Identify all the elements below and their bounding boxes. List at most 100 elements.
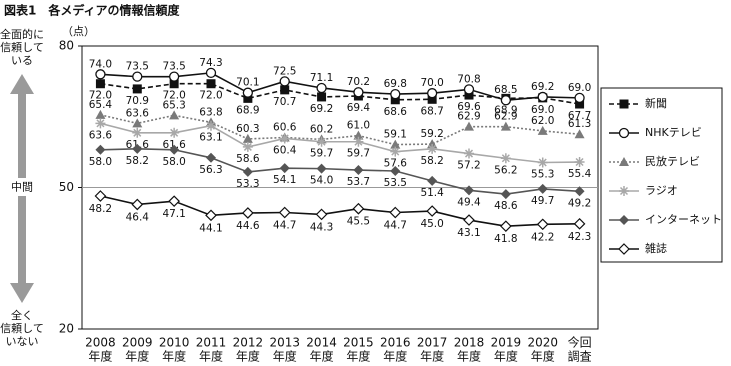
series-line — [100, 122, 580, 164]
data-label: 58.2 — [420, 155, 443, 167]
marker — [464, 90, 474, 100]
data-label: 44.7 — [384, 219, 407, 231]
x-tick-label: 年度 — [531, 349, 555, 364]
marker — [279, 133, 290, 144]
data-label: 72.0 — [162, 90, 185, 102]
data-label: 74.0 — [89, 58, 112, 70]
legend-box — [600, 87, 723, 263]
series-line — [100, 82, 580, 105]
marker — [243, 93, 253, 103]
data-label: 54.1 — [273, 174, 296, 186]
data-label: 67.7 — [568, 110, 591, 122]
series — [95, 67, 585, 106]
y-unit: （点） — [62, 25, 95, 38]
data-label: 68.5 — [494, 84, 517, 96]
x-tick-label: 年度 — [273, 349, 297, 364]
y-tick-label: 20 — [59, 322, 74, 336]
series — [95, 118, 585, 168]
data-label: 69.8 — [384, 78, 407, 90]
data-label: 48.2 — [89, 203, 112, 215]
x-tick-label: 2012 — [233, 336, 264, 350]
annotation: 信頼して — [0, 41, 44, 54]
data-label: 61.3 — [568, 118, 591, 130]
data-label: 56.3 — [199, 164, 222, 176]
marker — [426, 88, 438, 99]
marker — [316, 82, 327, 94]
marker — [169, 144, 180, 155]
data-label: 59.2 — [420, 128, 443, 140]
annotation: いる — [11, 54, 33, 67]
marker — [574, 157, 585, 168]
marker — [464, 148, 474, 159]
data-label: 44.6 — [236, 220, 260, 232]
marker — [537, 183, 548, 194]
marker — [390, 146, 401, 157]
marker — [427, 94, 437, 104]
data-label: 59.1 — [384, 129, 407, 141]
marker — [353, 165, 364, 176]
data-label: 53.5 — [384, 177, 407, 189]
data-label: 70.8 — [457, 73, 480, 85]
data-label: 60.2 — [310, 123, 333, 135]
annotation: 全面的に — [0, 27, 44, 41]
data-label: 71.1 — [310, 72, 333, 84]
marker — [279, 163, 290, 174]
x-tick-label: 2009 — [122, 336, 153, 350]
data-label: 44.1 — [199, 222, 222, 234]
marker — [242, 207, 254, 219]
marker — [242, 87, 254, 98]
data-label: 60.4 — [273, 144, 297, 156]
data-label: 60.6 — [273, 122, 297, 134]
marker — [500, 153, 511, 164]
x-tick-label: 2016 — [380, 336, 411, 350]
data-label: 56.2 — [494, 164, 517, 176]
marker — [315, 208, 328, 221]
marker — [169, 127, 180, 138]
x-tick-label: 年度 — [125, 349, 149, 364]
data-label: 44.7 — [273, 219, 296, 231]
x-tick-label: 年度 — [494, 349, 518, 364]
marker — [426, 205, 438, 217]
marker — [242, 166, 253, 177]
marker — [95, 79, 105, 89]
marker — [132, 143, 143, 154]
data-label: 60.3 — [236, 123, 259, 135]
annotation: いない — [6, 335, 39, 348]
marker — [206, 120, 216, 131]
marker — [537, 157, 548, 168]
marker — [464, 121, 474, 131]
marker — [536, 218, 549, 231]
x-tick-label: 年度 — [457, 349, 481, 364]
arrow-gap — [8, 178, 38, 196]
x-tick-label: 年度 — [346, 349, 370, 364]
y-tick-label: 80 — [59, 39, 74, 53]
legend-label: 新聞 — [645, 96, 667, 110]
data-label: 69.2 — [531, 81, 554, 93]
marker — [352, 202, 365, 215]
annotation: 信頼して — [0, 322, 44, 335]
chart-title: 図表1 各メディアの情報信頼度 — [4, 3, 181, 18]
marker — [95, 69, 106, 80]
marker — [390, 165, 401, 176]
data-label: 58.2 — [126, 155, 149, 167]
marker — [500, 220, 512, 233]
marker — [390, 88, 401, 100]
data-label: 57.6 — [384, 158, 408, 170]
data-label: 74.3 — [199, 57, 222, 69]
marker — [169, 79, 179, 89]
x-tick-label: 年度 — [88, 349, 112, 364]
marker — [574, 129, 585, 139]
legend-marker — [619, 99, 629, 109]
data-label: 45.5 — [347, 216, 370, 228]
data-label: 70.1 — [236, 77, 259, 89]
data-label: 54.0 — [310, 175, 333, 187]
data-label: 47.1 — [162, 208, 185, 220]
data-label: 49.7 — [531, 195, 554, 207]
data-label: 53.3 — [236, 178, 259, 190]
marker — [132, 71, 143, 82]
data-label: 68.9 — [494, 104, 517, 116]
series — [94, 190, 586, 233]
annotation: 中間 — [11, 181, 33, 194]
data-label: 69.0 — [531, 104, 554, 116]
marker — [132, 118, 143, 128]
